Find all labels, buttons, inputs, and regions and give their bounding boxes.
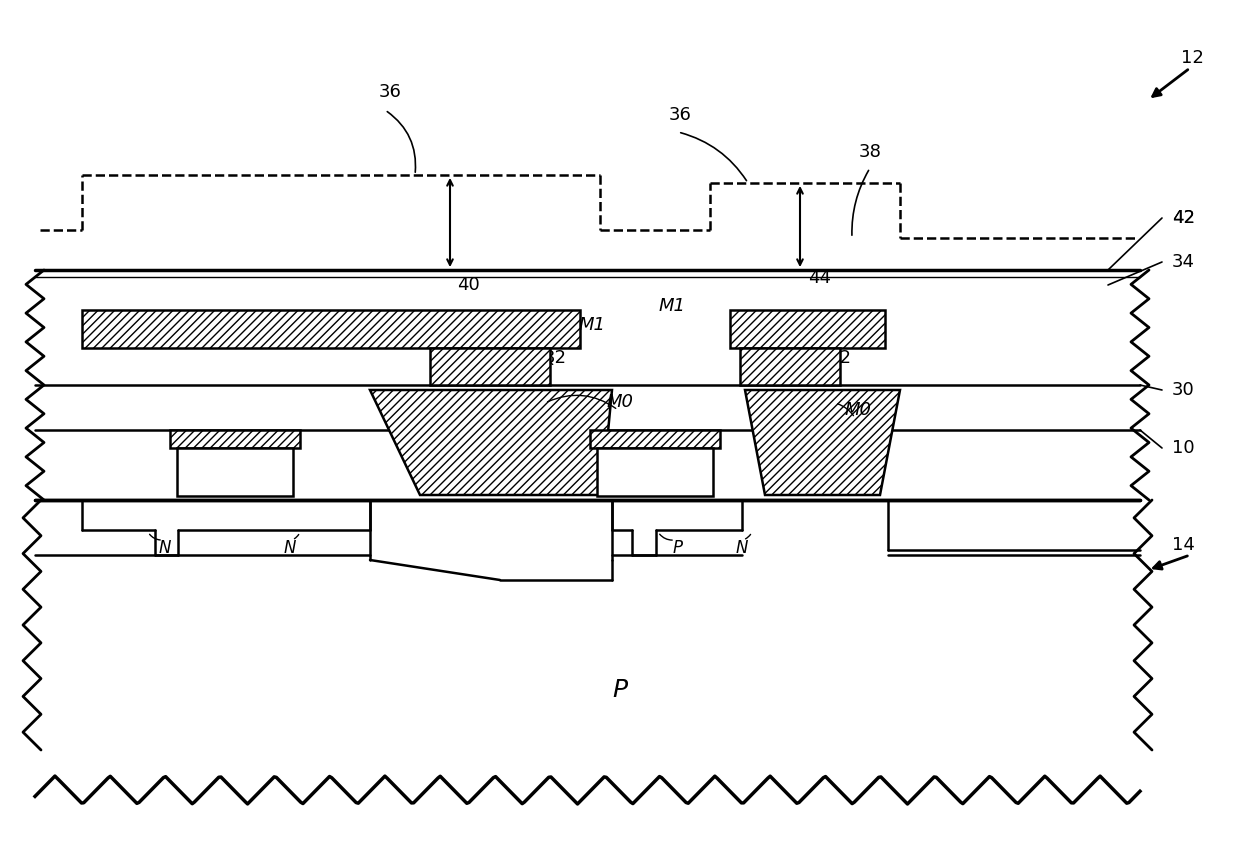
Text: M0: M0 bbox=[844, 401, 872, 419]
Text: 42: 42 bbox=[1172, 209, 1195, 227]
Text: N: N bbox=[284, 539, 296, 557]
Text: 14: 14 bbox=[1172, 536, 1195, 554]
Text: 30: 30 bbox=[1172, 381, 1195, 399]
Bar bbox=[740, 348, 839, 385]
Bar bbox=[596, 448, 713, 496]
Text: P: P bbox=[613, 678, 627, 702]
Text: P: P bbox=[673, 539, 683, 557]
Text: 32: 32 bbox=[828, 349, 852, 367]
Text: 36: 36 bbox=[668, 106, 692, 124]
Polygon shape bbox=[370, 390, 613, 495]
Text: 44: 44 bbox=[808, 269, 832, 287]
Text: 40: 40 bbox=[456, 276, 480, 294]
Text: 32: 32 bbox=[543, 349, 567, 367]
Text: M1: M1 bbox=[579, 316, 605, 334]
Bar bbox=[82, 310, 580, 348]
Polygon shape bbox=[745, 390, 900, 495]
Text: N: N bbox=[735, 539, 748, 557]
Bar bbox=[730, 310, 885, 348]
Bar bbox=[430, 348, 551, 385]
Bar bbox=[35, 270, 1140, 310]
Bar bbox=[177, 448, 293, 496]
Text: 34: 34 bbox=[1172, 253, 1195, 271]
Text: 10: 10 bbox=[1172, 439, 1194, 457]
Text: M0: M0 bbox=[606, 393, 634, 411]
Text: M1: M1 bbox=[658, 297, 686, 315]
Text: 12: 12 bbox=[1180, 49, 1204, 67]
Bar bbox=[170, 430, 300, 448]
Text: 38: 38 bbox=[858, 143, 882, 161]
Text: 36: 36 bbox=[378, 83, 402, 101]
Text: 42: 42 bbox=[1172, 209, 1195, 227]
Bar bbox=[590, 430, 720, 448]
Text: N: N bbox=[159, 539, 171, 557]
